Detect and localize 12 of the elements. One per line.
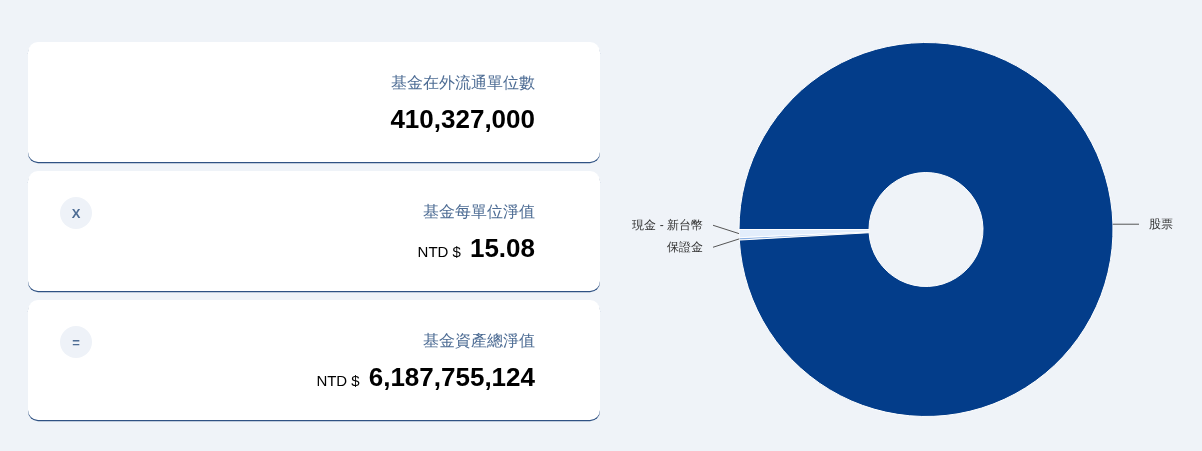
donut-slice <box>738 42 1114 417</box>
text: 基金每單位淨值 <box>423 203 535 220</box>
data-label: NTD $ 6,187,755,124 <box>316 362 536 392</box>
slice-label: 保證金 <box>667 240 703 255</box>
text: 基金在外流通單位數 <box>391 74 535 91</box>
text: X <box>71 206 81 221</box>
data-label: NTD $ 15.08 <box>417 233 535 263</box>
text: 基金資產總淨值 <box>423 332 535 349</box>
data-label: 410,327,000 <box>390 104 535 134</box>
text: = <box>72 335 81 350</box>
slice-label: 現金 - 新台幣 <box>632 218 703 233</box>
slice-label: 股票 <box>1149 217 1173 232</box>
